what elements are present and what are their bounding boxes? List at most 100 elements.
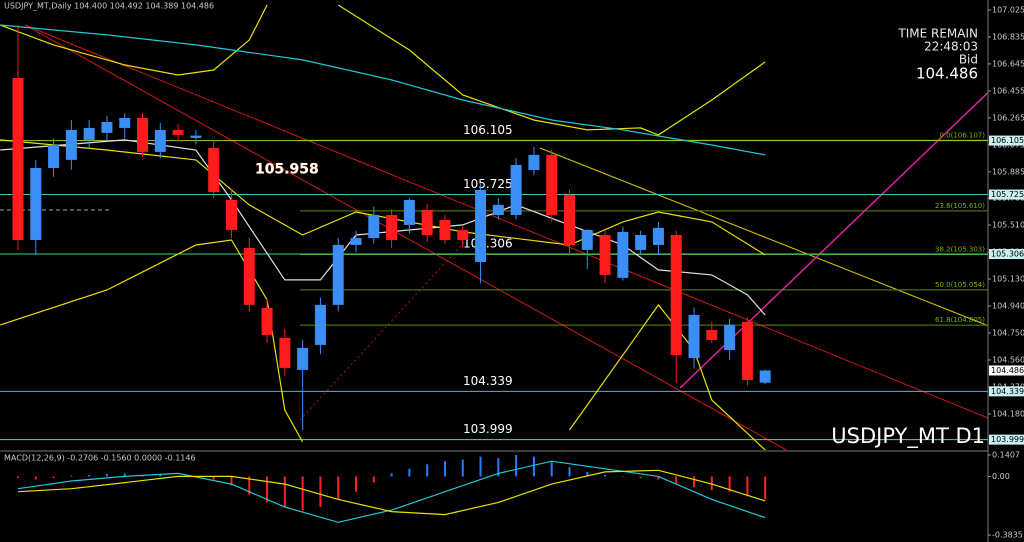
macd-bar — [675, 476, 678, 485]
candle-body — [741, 321, 753, 380]
candle-body — [332, 244, 344, 305]
candle-body — [172, 129, 184, 135]
macd-bar — [764, 476, 767, 500]
candle-body — [119, 118, 131, 128]
macd-bar — [621, 476, 624, 477]
y-tick-label: 0.00 — [992, 472, 1010, 481]
macd-bar — [515, 455, 518, 477]
symbol-watermark: USDJPY_MT D1 — [831, 424, 985, 449]
macd-bar — [319, 476, 322, 508]
fib-label: 38.2(105.303) — [935, 245, 985, 253]
macd-bar — [532, 456, 535, 477]
y-tick-label: 107.025 — [992, 5, 1024, 14]
candle-body — [30, 167, 42, 240]
indicator-line — [0, 239, 766, 450]
macd-bar — [461, 459, 464, 477]
indicator-line — [17, 469, 766, 516]
level-price-box — [989, 249, 1024, 260]
candle-body — [563, 194, 575, 245]
macd-bar — [159, 474, 162, 477]
macd-bar — [301, 476, 304, 511]
indicator-line — [0, 4, 766, 136]
candle-body — [403, 199, 415, 225]
level-label: 106.105 — [463, 123, 513, 137]
macd-bar — [657, 476, 660, 480]
candle-body — [635, 235, 647, 250]
macd-bar — [337, 476, 340, 500]
candle-body — [65, 129, 77, 160]
candle-body — [492, 204, 504, 215]
y-tick-label: 106.455 — [992, 86, 1024, 95]
macd-bar — [550, 461, 553, 477]
fib-label: 50.0(105.054) — [935, 281, 985, 289]
candle-body — [243, 247, 255, 305]
fib-label: 23.6(105.610) — [935, 202, 985, 210]
y-tick-label: 105.885 — [992, 167, 1024, 176]
macd-bar — [443, 461, 446, 477]
candle-body — [368, 214, 380, 238]
macd-bar — [34, 476, 37, 480]
candle-body — [759, 370, 771, 383]
candle-body — [652, 227, 664, 245]
y-tick-label: -0.3835 — [992, 531, 1023, 540]
candle-body — [475, 189, 487, 262]
macd-bar — [52, 476, 55, 478]
y-tick-label: 104.180 — [992, 409, 1024, 418]
macd-bar — [728, 476, 731, 492]
candle-body — [617, 231, 629, 278]
candle-body — [421, 209, 433, 236]
level-label: 105.725 — [463, 177, 513, 191]
candle-body — [208, 147, 220, 192]
candle-body — [724, 324, 736, 351]
y-tick-label: 104.560 — [992, 355, 1024, 364]
level-price-label: 103.999 — [991, 435, 1024, 444]
macd-bar — [372, 476, 375, 483]
trend-line — [679, 91, 988, 389]
macd-bar — [408, 468, 411, 477]
macd-bar — [230, 476, 233, 486]
macd-bar — [248, 476, 251, 495]
candle-body — [599, 235, 611, 275]
y-tick-label: 104.750 — [992, 328, 1024, 337]
macd-bar — [693, 476, 696, 488]
macd-bar — [355, 476, 358, 492]
candle-body — [48, 144, 60, 168]
candle-body — [528, 154, 540, 170]
level-price-label: 106.105 — [991, 136, 1024, 145]
candle-body — [386, 214, 398, 240]
macd-bar — [479, 456, 482, 477]
fib-label: 61.8(104.805) — [935, 316, 985, 324]
y-tick-label: 105.130 — [992, 275, 1024, 284]
bid-price-box — [989, 365, 1024, 376]
macd-bar — [639, 476, 642, 478]
indicator-line — [17, 460, 766, 523]
macd-bar — [283, 476, 286, 508]
macd-bar — [105, 474, 108, 477]
candle-body — [350, 237, 362, 245]
time-remain-value: 22:48:03 — [924, 40, 978, 54]
level-price-label: 104.339 — [991, 387, 1024, 396]
candle-body — [510, 165, 522, 215]
level-label: 105.306 — [463, 237, 513, 251]
macd-bar — [212, 476, 215, 480]
candle-body — [261, 307, 273, 335]
chart-title: USDJPY_MT,Daily 104.400 104.492 104.389 … — [4, 2, 214, 11]
candle-body — [297, 347, 309, 370]
level-price-box — [989, 135, 1024, 146]
trend-line — [24, 24, 988, 419]
level-price-box — [989, 189, 1024, 200]
macd-bar — [88, 474, 91, 477]
indicator-line — [0, 24, 766, 156]
macd-plot — [17, 455, 767, 523]
y-tick-label: 105.510 — [992, 221, 1024, 230]
macd-title: MACD(12,26,9) -0.2706 -0.1560 0.0000 -0.… — [4, 454, 196, 463]
candle-body — [101, 121, 113, 133]
candle-body — [12, 77, 24, 240]
candle-body — [670, 235, 682, 356]
bid-value: 104.486 — [916, 65, 978, 83]
y-tick-label: 106.265 — [992, 113, 1024, 122]
fib-label: 0.0(106.107) — [939, 131, 985, 139]
